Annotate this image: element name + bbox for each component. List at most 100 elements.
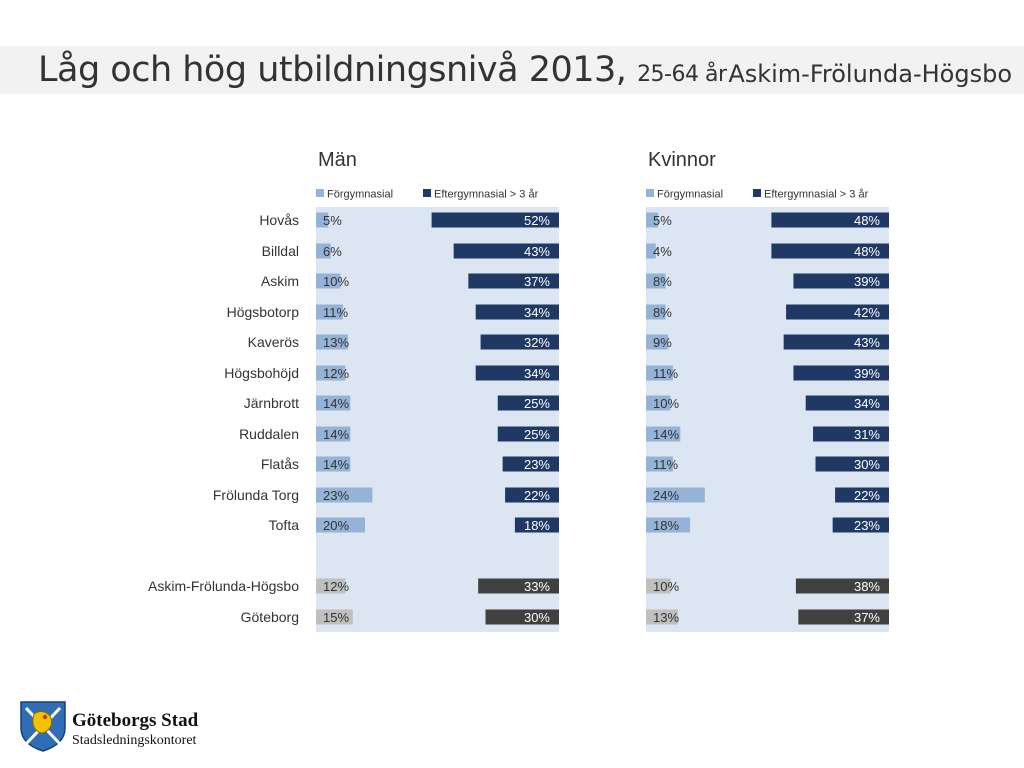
category-label-billdal: Billdal — [262, 243, 299, 259]
page-title: Låg och hög utbildningsnivå 2013, 25-64 … — [38, 50, 727, 90]
legend-swatch — [423, 189, 431, 197]
data-label-eftergymnasial: 30% — [854, 457, 880, 472]
bar-forgymnasial — [316, 334, 348, 350]
category-label-askim: Askim — [261, 273, 299, 289]
bar-eftergymnasial — [795, 578, 889, 594]
bar-forgymnasial — [646, 487, 705, 503]
data-label-forgymnasial: 18% — [653, 518, 679, 533]
data-label-forgymnasial: 10% — [653, 396, 679, 411]
data-label-eftergymnasial: 39% — [854, 366, 880, 381]
region-label: Askim-Frölunda-Högsbo — [728, 60, 1012, 88]
data-label-eftergymnasial: 34% — [524, 305, 550, 320]
data-label-eftergymnasial: 25% — [524, 427, 550, 442]
category-label-hovas: Hovås — [259, 212, 299, 228]
data-label-eftergymnasial: 37% — [854, 610, 880, 625]
bar-eftergymnasial — [805, 395, 889, 411]
bar-eftergymnasial — [835, 487, 889, 503]
data-label-eftergymnasial: 30% — [524, 610, 550, 625]
data-label-forgymnasial: 5% — [653, 213, 672, 228]
coat-of-arms-icon — [20, 701, 66, 752]
logo-name: Göteborgs Stad — [72, 710, 199, 731]
data-label-forgymnasial: 10% — [323, 274, 349, 289]
data-label-eftergymnasial: 25% — [524, 396, 550, 411]
bar-eftergymnasial — [502, 456, 559, 472]
data-label-eftergymnasial: 48% — [854, 213, 880, 228]
bar-eftergymnasial — [832, 517, 889, 533]
legend-swatch — [316, 189, 324, 197]
title-age-range: 25-64 år — [637, 62, 727, 87]
legend-swatch — [646, 189, 654, 197]
data-label-eftergymnasial: 52% — [524, 213, 550, 228]
bar-forgymnasial — [646, 304, 666, 320]
logo-department: Stadsledningskontoret — [72, 733, 197, 748]
bar-forgymnasial — [646, 273, 666, 289]
plot-area — [316, 207, 559, 632]
data-label-eftergymnasial: 34% — [524, 366, 550, 381]
data-label-forgymnasial: 4% — [653, 244, 672, 259]
bar-forgymnasial — [316, 456, 351, 472]
bar-forgymnasial — [316, 273, 341, 289]
data-label-eftergymnasial: 32% — [524, 335, 550, 350]
category-label-hogsbohojd: Högsbohöjd — [224, 365, 299, 381]
data-label-eftergymnasial: 22% — [524, 488, 550, 503]
goteborg-logo — [20, 701, 66, 752]
data-label-forgymnasial: 6% — [323, 244, 342, 259]
data-label-forgymnasial: 12% — [323, 579, 349, 594]
bar-eftergymnasial — [468, 273, 559, 289]
category-label-askim-frolunda-hogsbo: Askim-Frölunda-Högsbo — [148, 578, 299, 594]
data-label-forgymnasial: 8% — [653, 274, 672, 289]
data-label-eftergymnasial: 48% — [854, 244, 880, 259]
bar-eftergymnasial — [815, 456, 889, 472]
bar-forgymnasial — [316, 212, 329, 228]
bar-eftergymnasial — [793, 273, 889, 289]
data-label-forgymnasial: 15% — [323, 610, 349, 625]
bar-forgymnasial — [316, 426, 351, 442]
data-label-forgymnasial: 11% — [653, 366, 678, 381]
bar-forgymnasial — [646, 212, 659, 228]
data-label-eftergymnasial: 37% — [524, 274, 550, 289]
plot-area — [646, 207, 889, 632]
category-label-kaveros: Kaverös — [248, 334, 299, 350]
legend-label: Eftergymnasial > 3 år — [764, 189, 869, 201]
bar-eftergymnasial — [786, 304, 889, 320]
bar-forgymnasial — [316, 365, 346, 381]
category-label-tofta: Tofta — [269, 517, 300, 533]
bar-forgymnasial — [646, 365, 673, 381]
bar-forgymnasial — [316, 395, 351, 411]
title-band — [0, 46, 1024, 94]
bar-forgymnasial — [316, 578, 346, 594]
data-label-eftergymnasial: 42% — [854, 305, 880, 320]
bar-eftergymnasial — [813, 426, 889, 442]
legend-label: Förgymnasial — [657, 189, 723, 201]
category-label-jarnbrott: Järnbrott — [244, 395, 299, 411]
data-label-forgymnasial: 11% — [323, 305, 348, 320]
bar-forgymnasial — [646, 456, 673, 472]
bar-forgymnasial — [646, 395, 671, 411]
data-label-eftergymnasial: 39% — [854, 274, 880, 289]
bar-eftergymnasial — [431, 212, 559, 228]
bar-eftergymnasial — [475, 365, 559, 381]
bar-eftergymnasial — [783, 334, 889, 350]
bar-forgymnasial — [646, 517, 691, 533]
data-label-forgymnasial: 8% — [653, 305, 672, 320]
data-label-eftergymnasial: 23% — [854, 518, 880, 533]
data-label-forgymnasial: 20% — [323, 518, 349, 533]
bar-eftergymnasial — [505, 487, 559, 503]
bar-eftergymnasial — [771, 243, 889, 259]
data-label-forgymnasial: 14% — [323, 396, 349, 411]
bar-forgymnasial — [646, 426, 681, 442]
data-label-forgymnasial: 5% — [323, 213, 342, 228]
bar-eftergymnasial — [497, 395, 559, 411]
bar-forgymnasial — [646, 334, 669, 350]
data-label-forgymnasial: 9% — [653, 335, 672, 350]
data-label-eftergymnasial: 22% — [854, 488, 880, 503]
title-text: Låg och hög utbildningsnivå 2013, — [38, 50, 627, 90]
category-label-frolunda-torg: Frölunda Torg — [213, 487, 299, 503]
bar-eftergymnasial — [485, 609, 559, 625]
category-label-hogsbotorp: Högsbotorp — [227, 304, 300, 320]
bar-eftergymnasial — [514, 517, 559, 533]
data-label-forgymnasial: 12% — [323, 366, 349, 381]
data-label-forgymnasial: 13% — [323, 335, 349, 350]
data-label-forgymnasial: 24% — [653, 488, 679, 503]
